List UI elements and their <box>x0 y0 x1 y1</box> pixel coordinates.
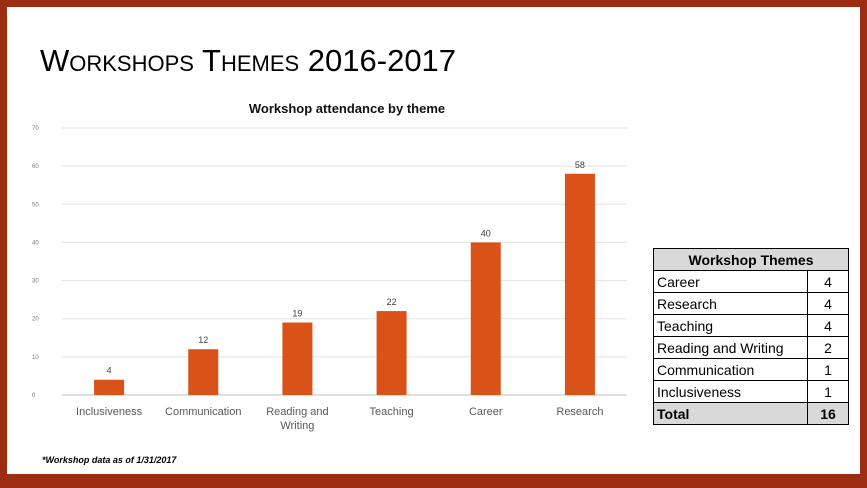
bar <box>188 349 219 395</box>
x-tick-label: Career <box>469 406 503 418</box>
y-tick-label: 20 <box>32 317 39 323</box>
y-tick-label: 60 <box>32 164 39 170</box>
table-row: Teaching 4 <box>653 314 849 337</box>
data-label: 4 <box>107 366 112 376</box>
bar <box>564 173 595 395</box>
table-cell-value: 1 <box>807 380 849 403</box>
y-tick-label: 10 <box>32 355 39 361</box>
data-label: 58 <box>575 160 585 170</box>
y-tick-label: 30 <box>32 279 39 285</box>
bar <box>470 242 501 395</box>
table-cell-value: 4 <box>807 314 849 337</box>
bar <box>94 379 125 395</box>
table-row: Career 4 <box>653 270 849 293</box>
y-tick-label: 50 <box>32 202 39 208</box>
table-total-label: Total <box>653 402 808 425</box>
y-tick-label: 40 <box>32 240 39 246</box>
table-cell-value: 4 <box>807 292 849 315</box>
table-cell-label: Research <box>653 292 808 315</box>
data-label: 40 <box>481 228 491 238</box>
footnote: *Workshop data as of 1/31/2017 <box>42 455 177 465</box>
table-row: Communication 1 <box>653 358 849 381</box>
slide-title: Workshops Themes 2016-2017 <box>40 43 457 78</box>
slide: Workshops Themes 2016-2017 Workshop atte… <box>7 7 860 474</box>
table-cell-label: Inclusiveness <box>653 380 808 403</box>
x-tick-label: Inclusiveness <box>76 406 143 418</box>
data-label: 22 <box>387 297 397 307</box>
data-label: 19 <box>292 309 302 319</box>
bar <box>376 311 407 395</box>
table-cell-label: Career <box>653 270 808 293</box>
bar-chart: 0 10 20 30 40 50 60 70 4 Inclusiveness 12 Communica… <box>32 126 627 432</box>
table-cell-value: 1 <box>807 358 849 381</box>
table-cell-label: Teaching <box>653 314 808 337</box>
table-cell-label: Reading and Writing <box>653 336 808 359</box>
data-label: 12 <box>198 335 208 345</box>
table-row: Reading and Writing 2 <box>653 336 849 359</box>
chart-title: Workshop attendance by theme <box>248 101 446 116</box>
table-row: Research 4 <box>653 292 849 315</box>
table-header: Workshop Themes <box>653 248 849 271</box>
table-total-value: 16 <box>807 402 849 425</box>
x-tick-label: Reading and Writing <box>266 406 328 432</box>
table-cell-value: 2 <box>807 336 849 359</box>
bar <box>282 322 313 395</box>
x-tick-label: Communication <box>165 406 241 418</box>
table-cell-label: Communication <box>653 358 808 381</box>
table-total-row: Total 16 <box>653 402 849 425</box>
table-cell-value: 4 <box>807 270 849 293</box>
y-tick-label: 70 <box>32 126 39 132</box>
table-header-row: Workshop Themes <box>653 248 849 271</box>
workshop-themes-table: Workshop Themes Career 4 Research 4 Teac… <box>653 248 849 425</box>
x-tick-label: Research <box>556 406 603 418</box>
y-tick-label: 0 <box>32 393 36 399</box>
x-tick-label: Teaching <box>370 406 414 418</box>
table-row: Inclusiveness 1 <box>653 380 849 403</box>
